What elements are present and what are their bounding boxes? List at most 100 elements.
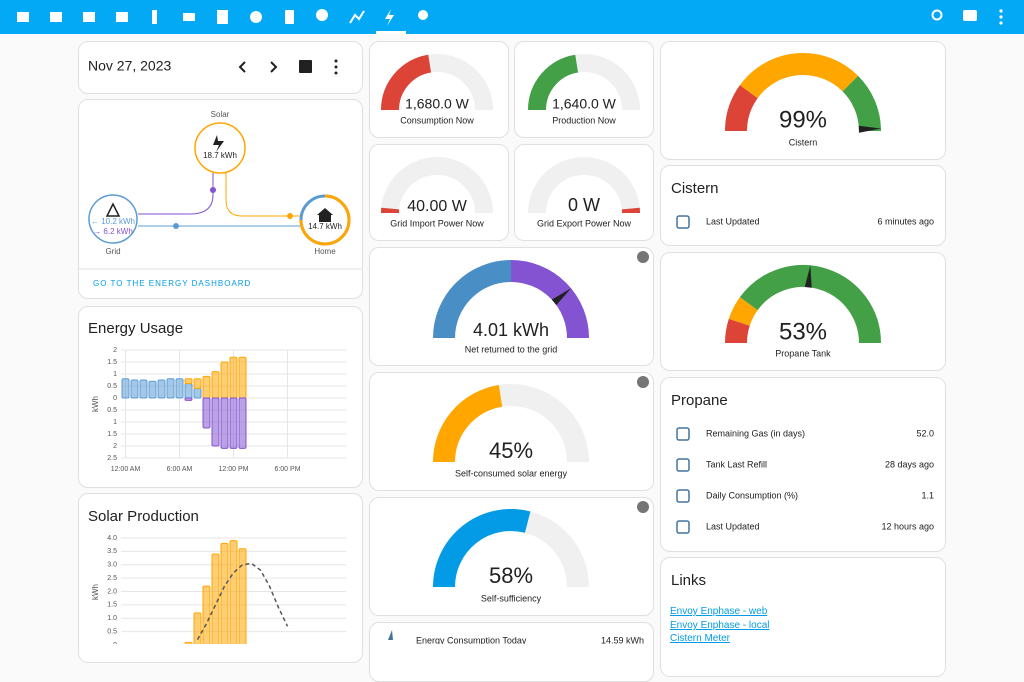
- entity-icon: [677, 216, 689, 228]
- entity-icon: [677, 428, 689, 440]
- tab-icon[interactable]: [316, 9, 328, 21]
- entity-label: Last Updated: [706, 521, 760, 531]
- dashboard: Nov 27, 2023 Solar 18.7 kWh ← 10.2 kWh →…: [0, 0, 1024, 644]
- entity-value: 52.0: [916, 428, 934, 438]
- card-title: Propane: [671, 392, 728, 409]
- tab-icon[interactable]: [116, 12, 128, 22]
- entity-label: Tank Last Refill: [706, 459, 767, 469]
- dashboard-link[interactable]: GO TO THE ENERGY DASHBOARD: [93, 279, 251, 288]
- prev-button[interactable]: [240, 62, 245, 72]
- tab-icon[interactable]: [50, 12, 62, 22]
- link[interactable]: Cistern Meter: [670, 633, 730, 644]
- gauge-label: Net returned to the grid: [465, 344, 558, 354]
- y-tick-label: 0: [113, 395, 117, 402]
- axis-label: kWh: [91, 584, 100, 600]
- bar: [221, 543, 228, 644]
- bar: [203, 586, 210, 644]
- entity-icon: [388, 630, 393, 640]
- gauge-arc: [850, 84, 870, 131]
- solar-node[interactable]: [195, 123, 245, 173]
- gauge-label: Self-consumed solar energy: [455, 468, 568, 478]
- search-icon[interactable]: [933, 11, 942, 20]
- bar: [131, 380, 138, 398]
- entity-label: Energy Consumption Today: [416, 635, 527, 644]
- bar: [185, 384, 192, 398]
- assist-icon[interactable]: [963, 10, 977, 21]
- active-tab-indicator: [376, 31, 406, 34]
- tab-icon[interactable]: [217, 10, 228, 24]
- bar: [140, 380, 147, 398]
- entity-value: 14.59 kWh: [601, 635, 644, 644]
- link[interactable]: Envoy Enphase - local: [670, 620, 770, 631]
- bar: [221, 362, 228, 398]
- gauge-value: 4.01 kWh: [473, 320, 549, 340]
- node-value: → 6.2 kWh: [93, 227, 133, 236]
- card-title: Links: [671, 572, 706, 589]
- entity-icon: [677, 459, 689, 471]
- gauge-label: Production Now: [552, 115, 616, 125]
- node-label: Grid: [105, 247, 120, 256]
- info-icons[interactable]: [637, 251, 649, 513]
- y-tick-label: 1.5: [107, 431, 117, 438]
- tab-icon[interactable]: [250, 11, 262, 23]
- tab-icon[interactable]: [350, 11, 364, 23]
- flow-line: [138, 173, 213, 214]
- bar: [239, 549, 246, 644]
- bar: [230, 398, 237, 448]
- x-tick-label: 6:00 PM: [274, 466, 300, 473]
- y-tick-label: 2.5: [107, 455, 117, 462]
- gauge-label: Propane Tank: [775, 348, 831, 358]
- flow-dot: [173, 223, 179, 229]
- bar: [149, 381, 156, 398]
- menu-icon[interactable]: [999, 9, 1002, 12]
- y-tick-label: 0.5: [107, 407, 117, 414]
- node-value: 18.7 kWh: [203, 151, 237, 160]
- tab-icon[interactable]: [152, 10, 157, 24]
- solar-production-chart: 00.51.01.52.02.53.03.54.0: [107, 535, 346, 644]
- y-tick-label: 1.0: [107, 615, 117, 622]
- menu-icon[interactable]: [999, 21, 1002, 24]
- gauge-value: 0 W: [568, 195, 600, 215]
- node-label: Solar: [211, 110, 230, 119]
- y-tick-label: 1.5: [107, 359, 117, 366]
- gauge-arc: [749, 64, 851, 92]
- link[interactable]: Envoy Enphase - web: [670, 606, 767, 617]
- card-title: Solar Production: [88, 508, 199, 525]
- tab-icon[interactable]: [385, 9, 394, 26]
- flow-dot: [287, 213, 293, 219]
- bar: [203, 376, 210, 398]
- bar: [203, 398, 210, 428]
- gauge-label: Grid Import Power Now: [390, 218, 484, 228]
- y-tick-label: 1: [113, 419, 117, 426]
- calendar-button[interactable]: [299, 60, 312, 73]
- gauge-value: 58%: [489, 563, 533, 588]
- gauge-value: 1,640.0 W: [552, 96, 617, 112]
- more-button[interactable]: [335, 60, 338, 75]
- card-title: Cistern: [671, 180, 719, 197]
- gauge-value: 53%: [779, 318, 827, 345]
- menu-icon[interactable]: [999, 15, 1002, 18]
- tab-icon[interactable]: [183, 13, 195, 21]
- y-tick-label: 3.5: [107, 548, 117, 555]
- bar: [176, 379, 183, 398]
- tab-icon[interactable]: [418, 10, 428, 20]
- entity-label: Remaining Gas (in days): [706, 428, 805, 438]
- entity-value: 6 minutes ago: [877, 216, 934, 226]
- bar: [212, 372, 219, 398]
- bar: [194, 388, 201, 398]
- tab-icon[interactable]: [17, 12, 29, 22]
- gauge-value: 40.00 W: [407, 198, 467, 215]
- y-tick-label: 3.0: [107, 562, 117, 569]
- y-tick-label: 0.5: [107, 628, 117, 635]
- entity-label: Daily Consumption (%): [706, 490, 798, 500]
- gauge-label: Cistern: [789, 137, 818, 147]
- tab-icon[interactable]: [83, 12, 95, 22]
- bar: [230, 357, 237, 398]
- entity-icon: [677, 490, 689, 502]
- bar: [239, 398, 246, 448]
- next-button[interactable]: [271, 62, 276, 72]
- tab-icon[interactable]: [285, 10, 294, 24]
- nav-icons: [17, 9, 1003, 34]
